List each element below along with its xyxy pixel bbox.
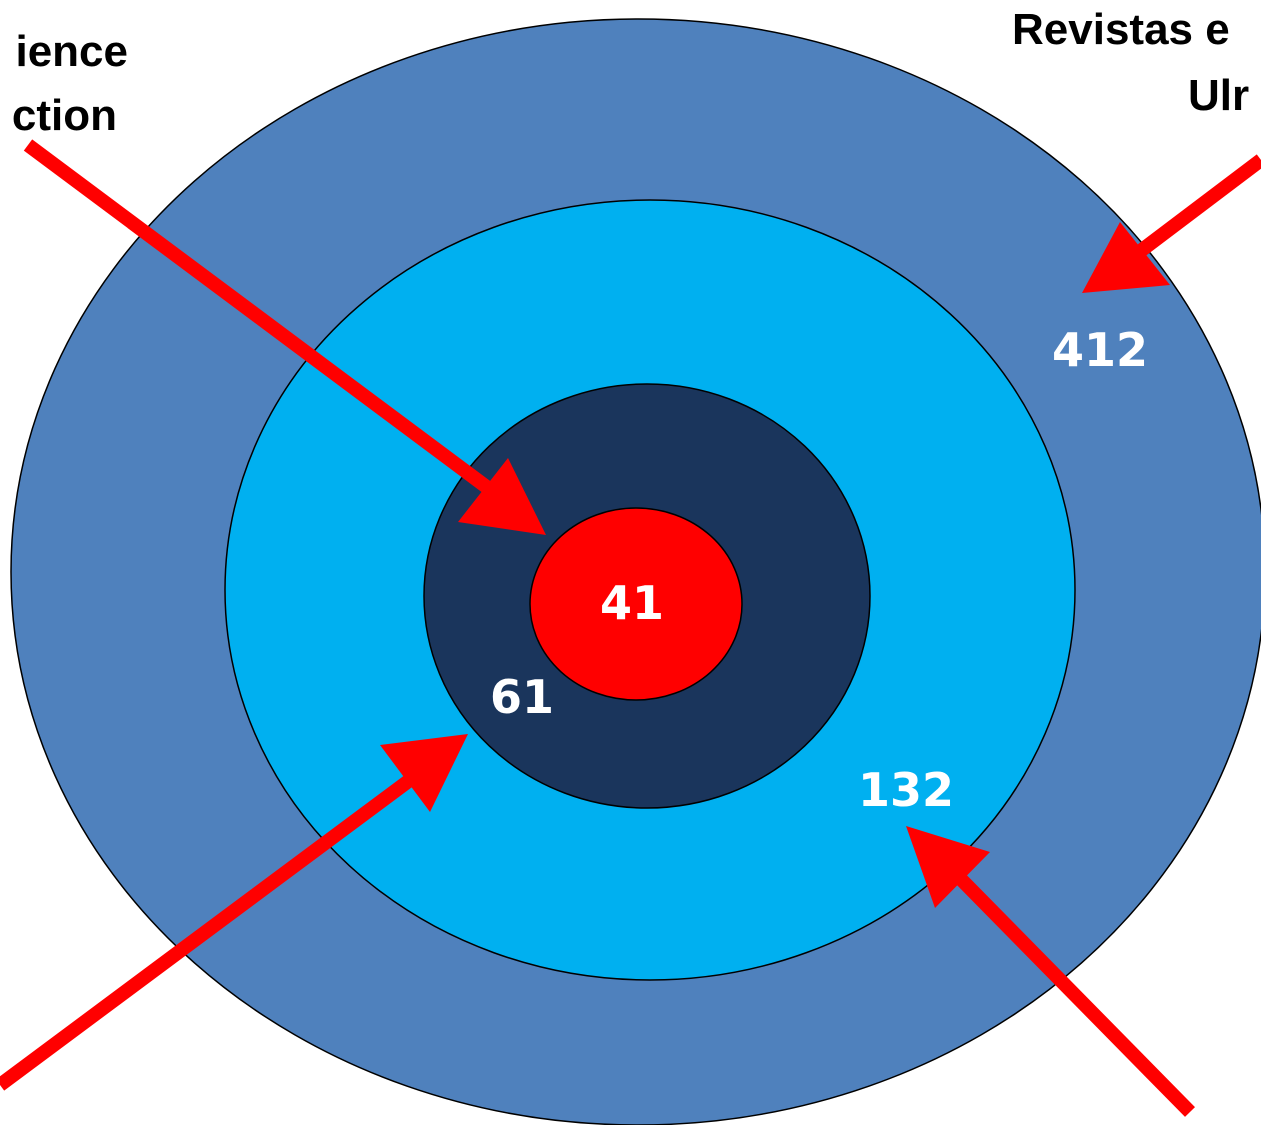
core-value: 41 (600, 576, 664, 630)
top-left-caption-line2: ction (12, 91, 117, 140)
arrow-top-right-head (1082, 222, 1170, 293)
top-left-caption-line1: ience (15, 27, 128, 76)
arrow-bottom-left-head (380, 734, 468, 812)
arrow-top-right-shaft (1121, 154, 1261, 268)
arrow-bottom-right-shaft (943, 861, 1195, 1117)
arrow-bottom-right-head (906, 826, 990, 908)
top-right-caption-line2: Ulr (1188, 71, 1249, 120)
top-right-caption-line1: Revistas e (1012, 5, 1230, 54)
arrow-top-left-head (458, 458, 546, 535)
arrow-bottom-left-shaft (0, 759, 435, 1091)
inner-ring-value: 61 (490, 670, 554, 724)
outer-ring-value: 412 (1052, 323, 1148, 377)
arrow-top-left-shaft (23, 139, 505, 503)
middle-ring-value: 132 (858, 763, 954, 817)
core (529, 507, 743, 701)
